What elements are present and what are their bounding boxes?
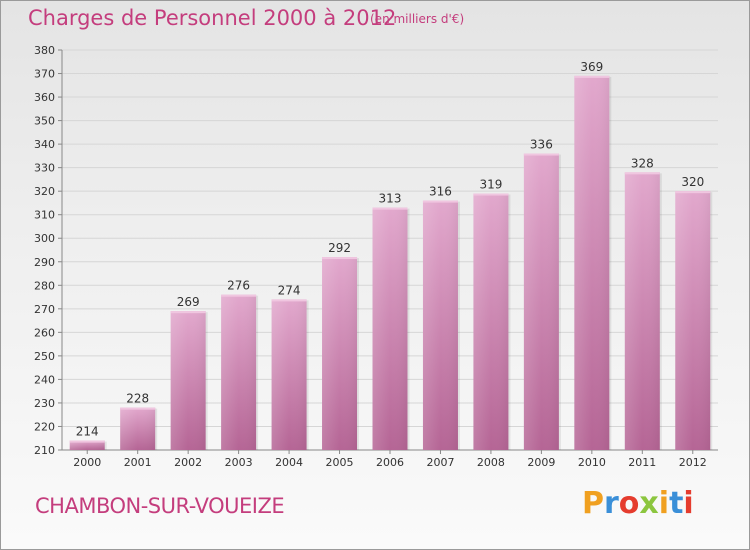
value-label: 320 — [681, 175, 704, 189]
proxiti-logo: Proxiti — [582, 486, 694, 521]
logo-letter: t — [669, 486, 684, 521]
bar-shine — [120, 407, 156, 450]
x-tick-label: 2010 — [578, 456, 606, 469]
x-tick-label: 2002 — [174, 456, 202, 469]
y-tick-label: 280 — [34, 279, 55, 292]
bar-cap — [574, 75, 610, 78]
bar-shine — [322, 257, 358, 450]
y-tick-label: 210 — [34, 444, 55, 457]
x-tick-label: 2009 — [527, 456, 555, 469]
value-label: 336 — [530, 138, 553, 152]
chart-title: Charges de Personnel 2000 à 2012 — [28, 6, 397, 30]
value-label: 292 — [328, 241, 351, 255]
y-tick-label: 240 — [34, 373, 55, 386]
y-tick-label: 360 — [34, 91, 55, 104]
y-tick-label: 380 — [34, 44, 55, 57]
x-tick-label: 2006 — [376, 456, 404, 469]
y-tick-label: 350 — [34, 115, 55, 128]
chart-subtitle: (en milliers d'€) — [370, 12, 465, 26]
value-label: 274 — [278, 283, 301, 297]
y-tick-label: 340 — [34, 138, 55, 151]
x-tick-label: 2000 — [73, 456, 101, 469]
bars — [69, 75, 713, 451]
y-tick-label: 300 — [34, 232, 55, 245]
bar-cap — [69, 440, 105, 443]
commune-name: CHAMBON-SUR-VOUEIZE — [35, 494, 285, 518]
bar-cap — [322, 257, 358, 260]
value-labels: 214 228 269 276 274 292 313 316 319 336 369 328 320 — [76, 60, 704, 439]
y-tick-label: 320 — [34, 185, 55, 198]
bar-cap — [675, 191, 711, 194]
y-tick-label: 290 — [34, 256, 55, 269]
value-label: 214 — [76, 425, 99, 439]
y-tick-label: 220 — [34, 420, 55, 433]
value-label: 319 — [479, 178, 502, 192]
bar-shine — [372, 207, 408, 450]
x-tick-label: 2003 — [225, 456, 253, 469]
y-tick-labels: 210 220 230 240 250 260 270 280 290 300 310 320 330 3… — [34, 44, 55, 457]
bar-cap — [523, 153, 559, 156]
bar-shine — [69, 440, 105, 450]
bar-cap — [372, 207, 408, 210]
logo-letter: P — [582, 486, 604, 521]
bar-cap — [170, 311, 206, 314]
y-tick-label: 310 — [34, 209, 55, 222]
x-tick-label: 2007 — [426, 456, 454, 469]
bar-shine — [170, 311, 206, 450]
bar-shine — [574, 75, 610, 450]
value-label: 276 — [227, 279, 250, 293]
bar-shine — [523, 153, 559, 450]
y-tick-label: 230 — [34, 397, 55, 410]
value-label: 228 — [126, 392, 149, 406]
x-tick-label: 2011 — [628, 456, 656, 469]
x-tick-label: 2004 — [275, 456, 303, 469]
bar-shine — [675, 191, 711, 451]
x-tick-label: 2008 — [477, 456, 505, 469]
bar-cap — [120, 407, 156, 410]
logo-letter: r — [604, 486, 619, 521]
logo-letter: i — [683, 486, 694, 521]
bar-cap — [221, 294, 257, 297]
value-label: 269 — [177, 295, 200, 309]
bar-cap — [473, 193, 509, 196]
bar-cap — [271, 299, 307, 302]
bar-cap — [422, 200, 458, 203]
y-tick-label: 330 — [34, 162, 55, 175]
y-tick-label: 260 — [34, 326, 55, 339]
x-tick-labels: 2000 2001 2002 2003 2004 2005 2006 2007 2008 2009… — [73, 450, 707, 469]
y-tick-label: 370 — [34, 68, 55, 81]
bar-cap — [624, 172, 660, 175]
x-tick-label: 2005 — [326, 456, 354, 469]
bar-shine — [221, 294, 257, 450]
x-tick-label: 2012 — [679, 456, 707, 469]
logo-letter: x — [639, 486, 659, 521]
bar-shine — [422, 200, 458, 450]
value-label: 316 — [429, 185, 452, 199]
bar-shine — [624, 172, 660, 450]
x-tick-label: 2001 — [124, 456, 152, 469]
bar-shine — [473, 193, 509, 450]
logo-letter: o — [618, 486, 640, 521]
value-label: 328 — [631, 156, 654, 170]
bar-shine — [271, 299, 307, 450]
y-tick-label: 250 — [34, 350, 55, 363]
value-label: 313 — [379, 192, 402, 206]
logo-letter: i — [658, 486, 670, 521]
value-label: 369 — [580, 60, 603, 74]
y-tick-label: 270 — [34, 303, 55, 316]
